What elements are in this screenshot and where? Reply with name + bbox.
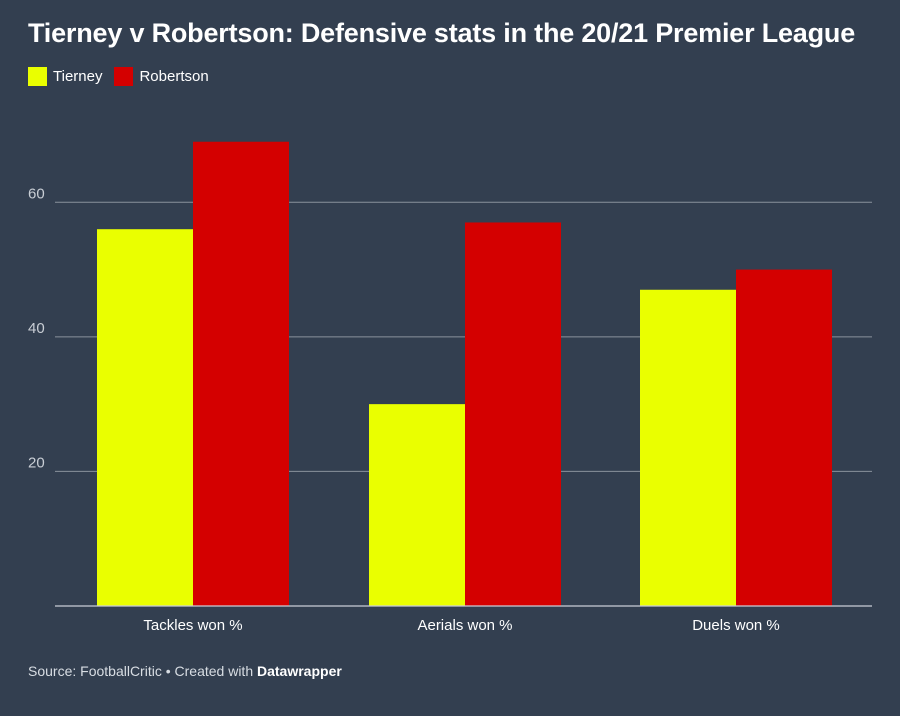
- x-tick-label-1: Aerials won %: [417, 617, 512, 634]
- x-tick-label-2: Duels won %: [692, 617, 780, 634]
- chart-title: Tierney v Robertson: Defensive stats in …: [28, 18, 856, 48]
- y-tick-label-60: 60: [28, 185, 45, 202]
- legend-label-tierney: Tierney: [53, 68, 103, 85]
- legend-swatch-tierney: [28, 67, 47, 86]
- legend: Tierney Robertson: [28, 67, 221, 86]
- bar-tierney-1: [369, 404, 465, 606]
- legend-item-tierney: Tierney: [28, 67, 102, 86]
- legend-swatch-robertson: [114, 67, 134, 86]
- x-tick-label-0: Tackles won %: [143, 617, 242, 634]
- bar-tierney-2: [640, 289, 736, 606]
- footer-source: Source: FootballCritic • Created with: [28, 663, 257, 679]
- bar-robertson-0: [193, 141, 289, 606]
- bar-robertson-1: [465, 222, 561, 606]
- footer: Source: FootballCritic • Created with Da…: [28, 663, 342, 679]
- y-tick-label-40: 40: [28, 320, 45, 337]
- footer-brand: Datawrapper: [257, 663, 342, 679]
- bar-robertson-2: [736, 269, 832, 606]
- y-tick-label-20: 20: [28, 454, 45, 471]
- bar-tierney-0: [97, 229, 193, 606]
- legend-label-robertson: Robertson: [139, 68, 209, 85]
- legend-item-robertson: Robertson: [114, 67, 209, 86]
